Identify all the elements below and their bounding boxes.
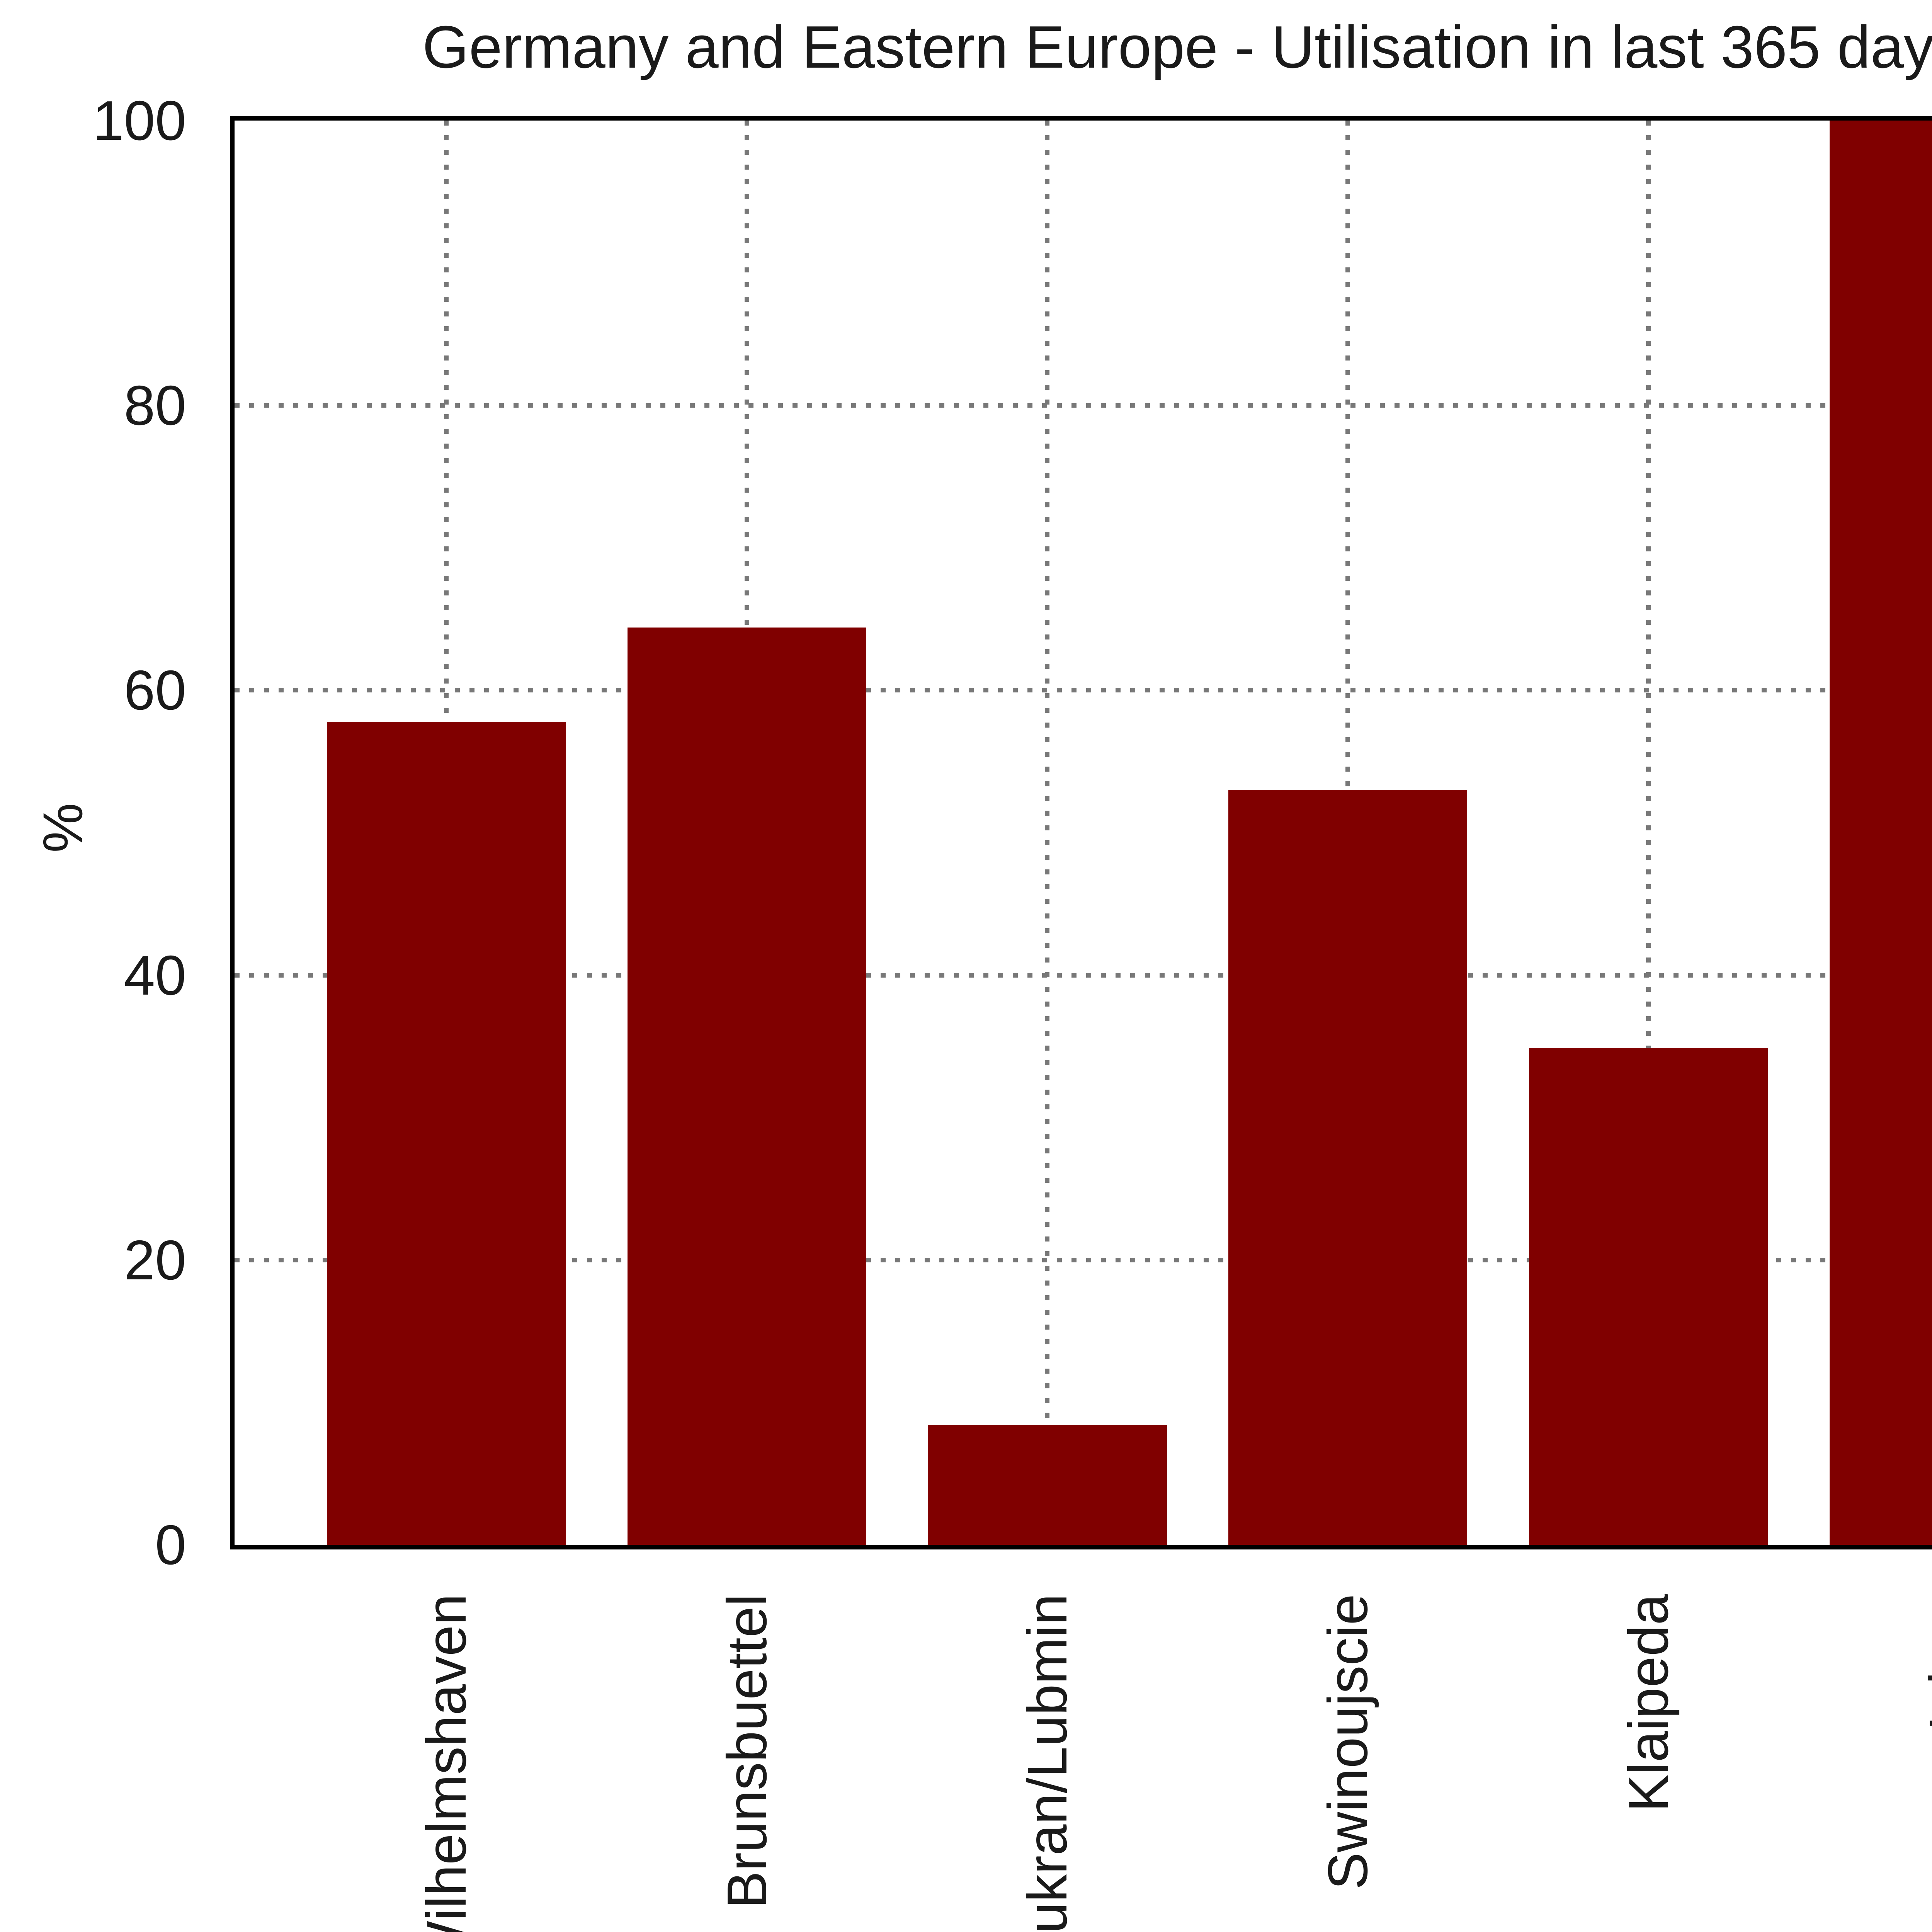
bar-klaipeda <box>1529 1048 1768 1545</box>
y-axis-label: % <box>31 803 94 853</box>
x-tick-label-inkoo: Inkoo <box>1918 1594 1932 1731</box>
x-tick-label-klaipeda: Klaipeda <box>1617 1594 1680 1812</box>
gridline-vertical-mukran-lubmin <box>1045 121 1050 1545</box>
y-tick-label-100: 100 <box>93 89 186 152</box>
chart-title: Germany and Eastern Europe - Utilisation… <box>422 14 1932 80</box>
y-tick-label-40: 40 <box>124 944 186 1007</box>
y-tick-label-60: 60 <box>124 659 186 722</box>
bar-brunsbuettel <box>627 628 866 1545</box>
x-tick-label-mukran-lubmin: Mukran/Lubmin <box>1016 1594 1079 1932</box>
bar-inkoo <box>1830 121 1932 1545</box>
plot-inner: 0 20 40 60 80 100 Wilhelmshaven Brunsbuettel Muk… <box>93 93 1932 1932</box>
bar-mukran-lubmin <box>928 1425 1167 1545</box>
bar-wilhelmshaven <box>327 721 566 1545</box>
gridline-horizontal-60 <box>235 688 1932 693</box>
y-tick-label-80: 80 <box>124 374 186 437</box>
x-tick-label-brunsbuettel: Brunsbuettel <box>715 1594 778 1909</box>
y-tick-label-20: 20 <box>124 1228 186 1291</box>
gridline-horizontal-80 <box>235 403 1932 408</box>
x-tick-label-wilhelmshaven: Wilhelmshaven <box>415 1594 478 1932</box>
y-tick-label-0: 0 <box>155 1514 186 1576</box>
plot-area: 0 20 40 60 80 100 Wilhelmshaven Brunsbuettel Muk… <box>93 93 1932 1932</box>
x-tick-label-swinoujscie: Swinoujscie <box>1316 1594 1379 1890</box>
bar-swinoujscie <box>1228 790 1468 1545</box>
